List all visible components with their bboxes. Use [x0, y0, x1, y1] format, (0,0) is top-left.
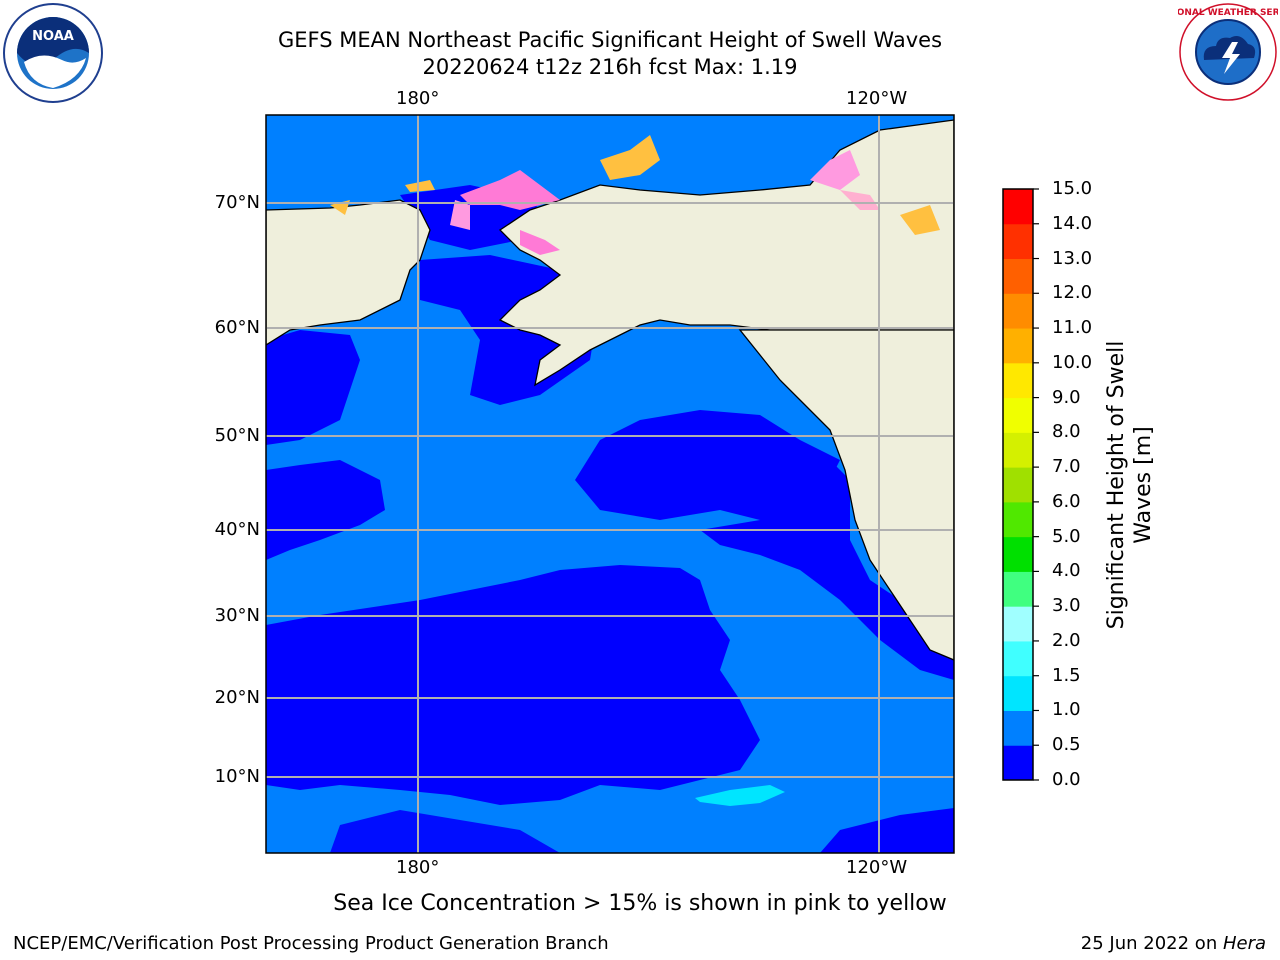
nws-ring-text: NATIONAL WEATHER SERVICE: [1178, 8, 1278, 18]
footer-date: 25 Jun 2022 on Hera: [1081, 933, 1266, 954]
colorbar-tick-label: 3.0: [1052, 595, 1081, 617]
lon-tick-bottom-120w: 120°W: [846, 857, 908, 878]
colorbar-segment: [1003, 362, 1033, 399]
lat-tick-70n: 70°N: [214, 192, 260, 213]
colorbar-tick-label: 1.0: [1052, 699, 1081, 721]
colorbar-segment: [1003, 710, 1033, 746]
colorbar-segment: [1003, 397, 1033, 433]
colorbar-segment: [1003, 501, 1033, 538]
lon-tick-bottom-180: 180°: [396, 857, 440, 878]
colorbar-title: Significant Height of Swell Waves [m]: [1104, 340, 1156, 630]
colorbar-segment: [1003, 745, 1033, 781]
colorbar-tick-label: 11.0: [1052, 317, 1093, 339]
colorbar-tick-label: 4.0: [1052, 560, 1081, 582]
colorbar: [1002, 188, 1039, 781]
colorbar-tick-label: 6.0: [1052, 490, 1081, 512]
colorbar-tick-label: 15.0: [1052, 178, 1093, 199]
colorbar-tick-label: 8.0: [1052, 421, 1081, 443]
colorbar-segment: [1003, 606, 1033, 642]
footer-credit: NCEP/EMC/Verification Post Processing Pr…: [13, 933, 609, 954]
colorbar-tick-label: 10.0: [1052, 351, 1093, 373]
colorbar-tick-label: 0.0: [1052, 769, 1081, 790]
lat-tick-10n: 10°N: [214, 766, 260, 787]
colorbar-segment: [1003, 189, 1033, 225]
colorbar-segment: [1003, 675, 1033, 711]
colorbar-tick-label: 1.5: [1052, 664, 1081, 686]
lat-tick-60n: 60°N: [214, 317, 260, 338]
colorbar-segment: [1003, 223, 1033, 260]
colorbar-segment: [1003, 432, 1033, 468]
colorbar-tick-label: 2.0: [1052, 629, 1081, 651]
colorbar-tick-label: 7.0: [1052, 456, 1081, 478]
colorbar-frame: [1002, 188, 1034, 781]
sea-ice-note: Sea Ice Concentration > 15% is shown in …: [333, 891, 947, 916]
sea-ice: [330, 135, 940, 255]
noaa-wordmark: NOAA: [32, 29, 74, 44]
colorbar-segment: [1003, 536, 1033, 572]
colorbar-tick-label: 14.0: [1052, 212, 1093, 234]
lat-tick-20n: 20°N: [214, 687, 260, 708]
colorbar-tick-label: 0.5: [1052, 734, 1081, 756]
colorbar-tick-label: 13.0: [1052, 247, 1093, 269]
colorbar-tick-label: 9.0: [1052, 386, 1081, 408]
colorbar-segment: [1003, 467, 1033, 503]
lat-tick-50n: 50°N: [214, 425, 260, 446]
colorbar-segment: [1003, 571, 1033, 607]
colorbar-segment: [1003, 293, 1033, 329]
footer-host: Hera: [1222, 933, 1266, 954]
map-plot-area: [266, 115, 954, 853]
colorbar-tick-label: 12.0: [1052, 282, 1093, 304]
colorbar-segment: [1003, 640, 1033, 677]
chart-subtitle: 20220624 t12z 216h fcst Max: 1.19: [422, 55, 798, 79]
map-frame: [265, 114, 955, 854]
graticule: [266, 115, 954, 853]
ocean-band-1.0-1.5: [695, 785, 785, 806]
footer-date-text: 25 Jun 2022 on: [1080, 933, 1223, 954]
lat-tick-30n: 30°N: [214, 605, 260, 626]
nws-logo: NATIONAL WEATHER SERVICE: [1178, 3, 1278, 101]
lon-tick-top-180: 180°: [396, 88, 440, 109]
noaa-logo: NOAA: [3, 3, 103, 103]
colorbar-segment: [1003, 328, 1033, 364]
lon-tick-top-120w: 120°W: [846, 88, 908, 109]
chart-title: GEFS MEAN Northeast Pacific Significant …: [277, 28, 943, 52]
lat-tick-40n: 40°N: [214, 519, 260, 540]
colorbar-tick-label: 5.0: [1052, 525, 1081, 547]
colorbar-segment: [1003, 258, 1033, 294]
